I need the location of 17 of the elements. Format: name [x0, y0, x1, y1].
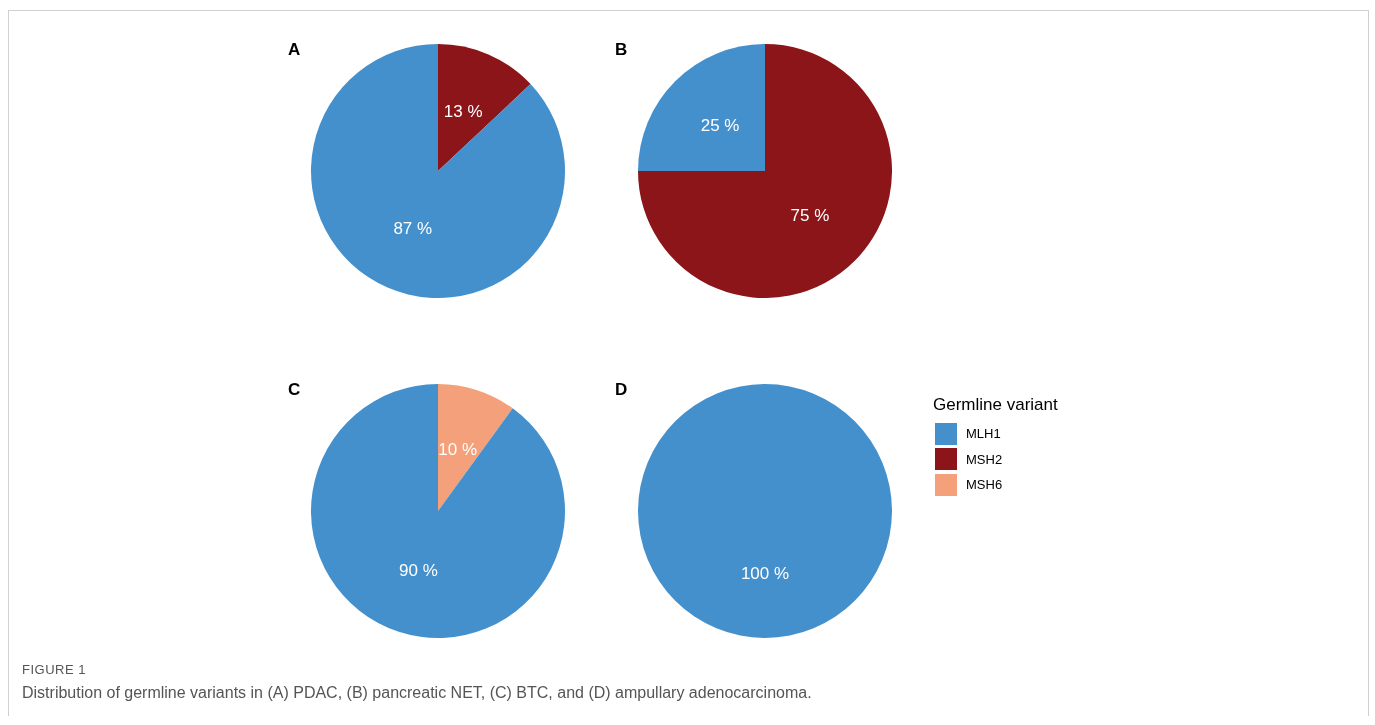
data-label: 13 % [443, 102, 483, 122]
chart-title: A [288, 40, 301, 60]
legend-title: Germline variant [933, 395, 1058, 415]
data-label: 75 % [790, 205, 830, 225]
legend-label: MLH1 [966, 426, 1001, 442]
legend-label: MSH2 [966, 451, 1003, 467]
data-label: 87 % [393, 218, 433, 238]
data-label: 90 % [399, 561, 438, 581]
chart-title: C [288, 380, 301, 400]
text: Distribution of germline variants in (A) PDAC, (B) pancreatic NET, (C) BTC, and (D) ampullary adenocarcinoma. [22, 684, 812, 702]
data-label: 10 % [438, 440, 477, 460]
chart-title: D [615, 380, 628, 400]
chart-title: B [615, 40, 628, 60]
legend-label: MSH6 [966, 477, 1003, 493]
data-label: 25 % [700, 115, 740, 135]
data-label: 100 % [740, 564, 790, 584]
caption: FIGURE 1 [22, 662, 86, 677]
